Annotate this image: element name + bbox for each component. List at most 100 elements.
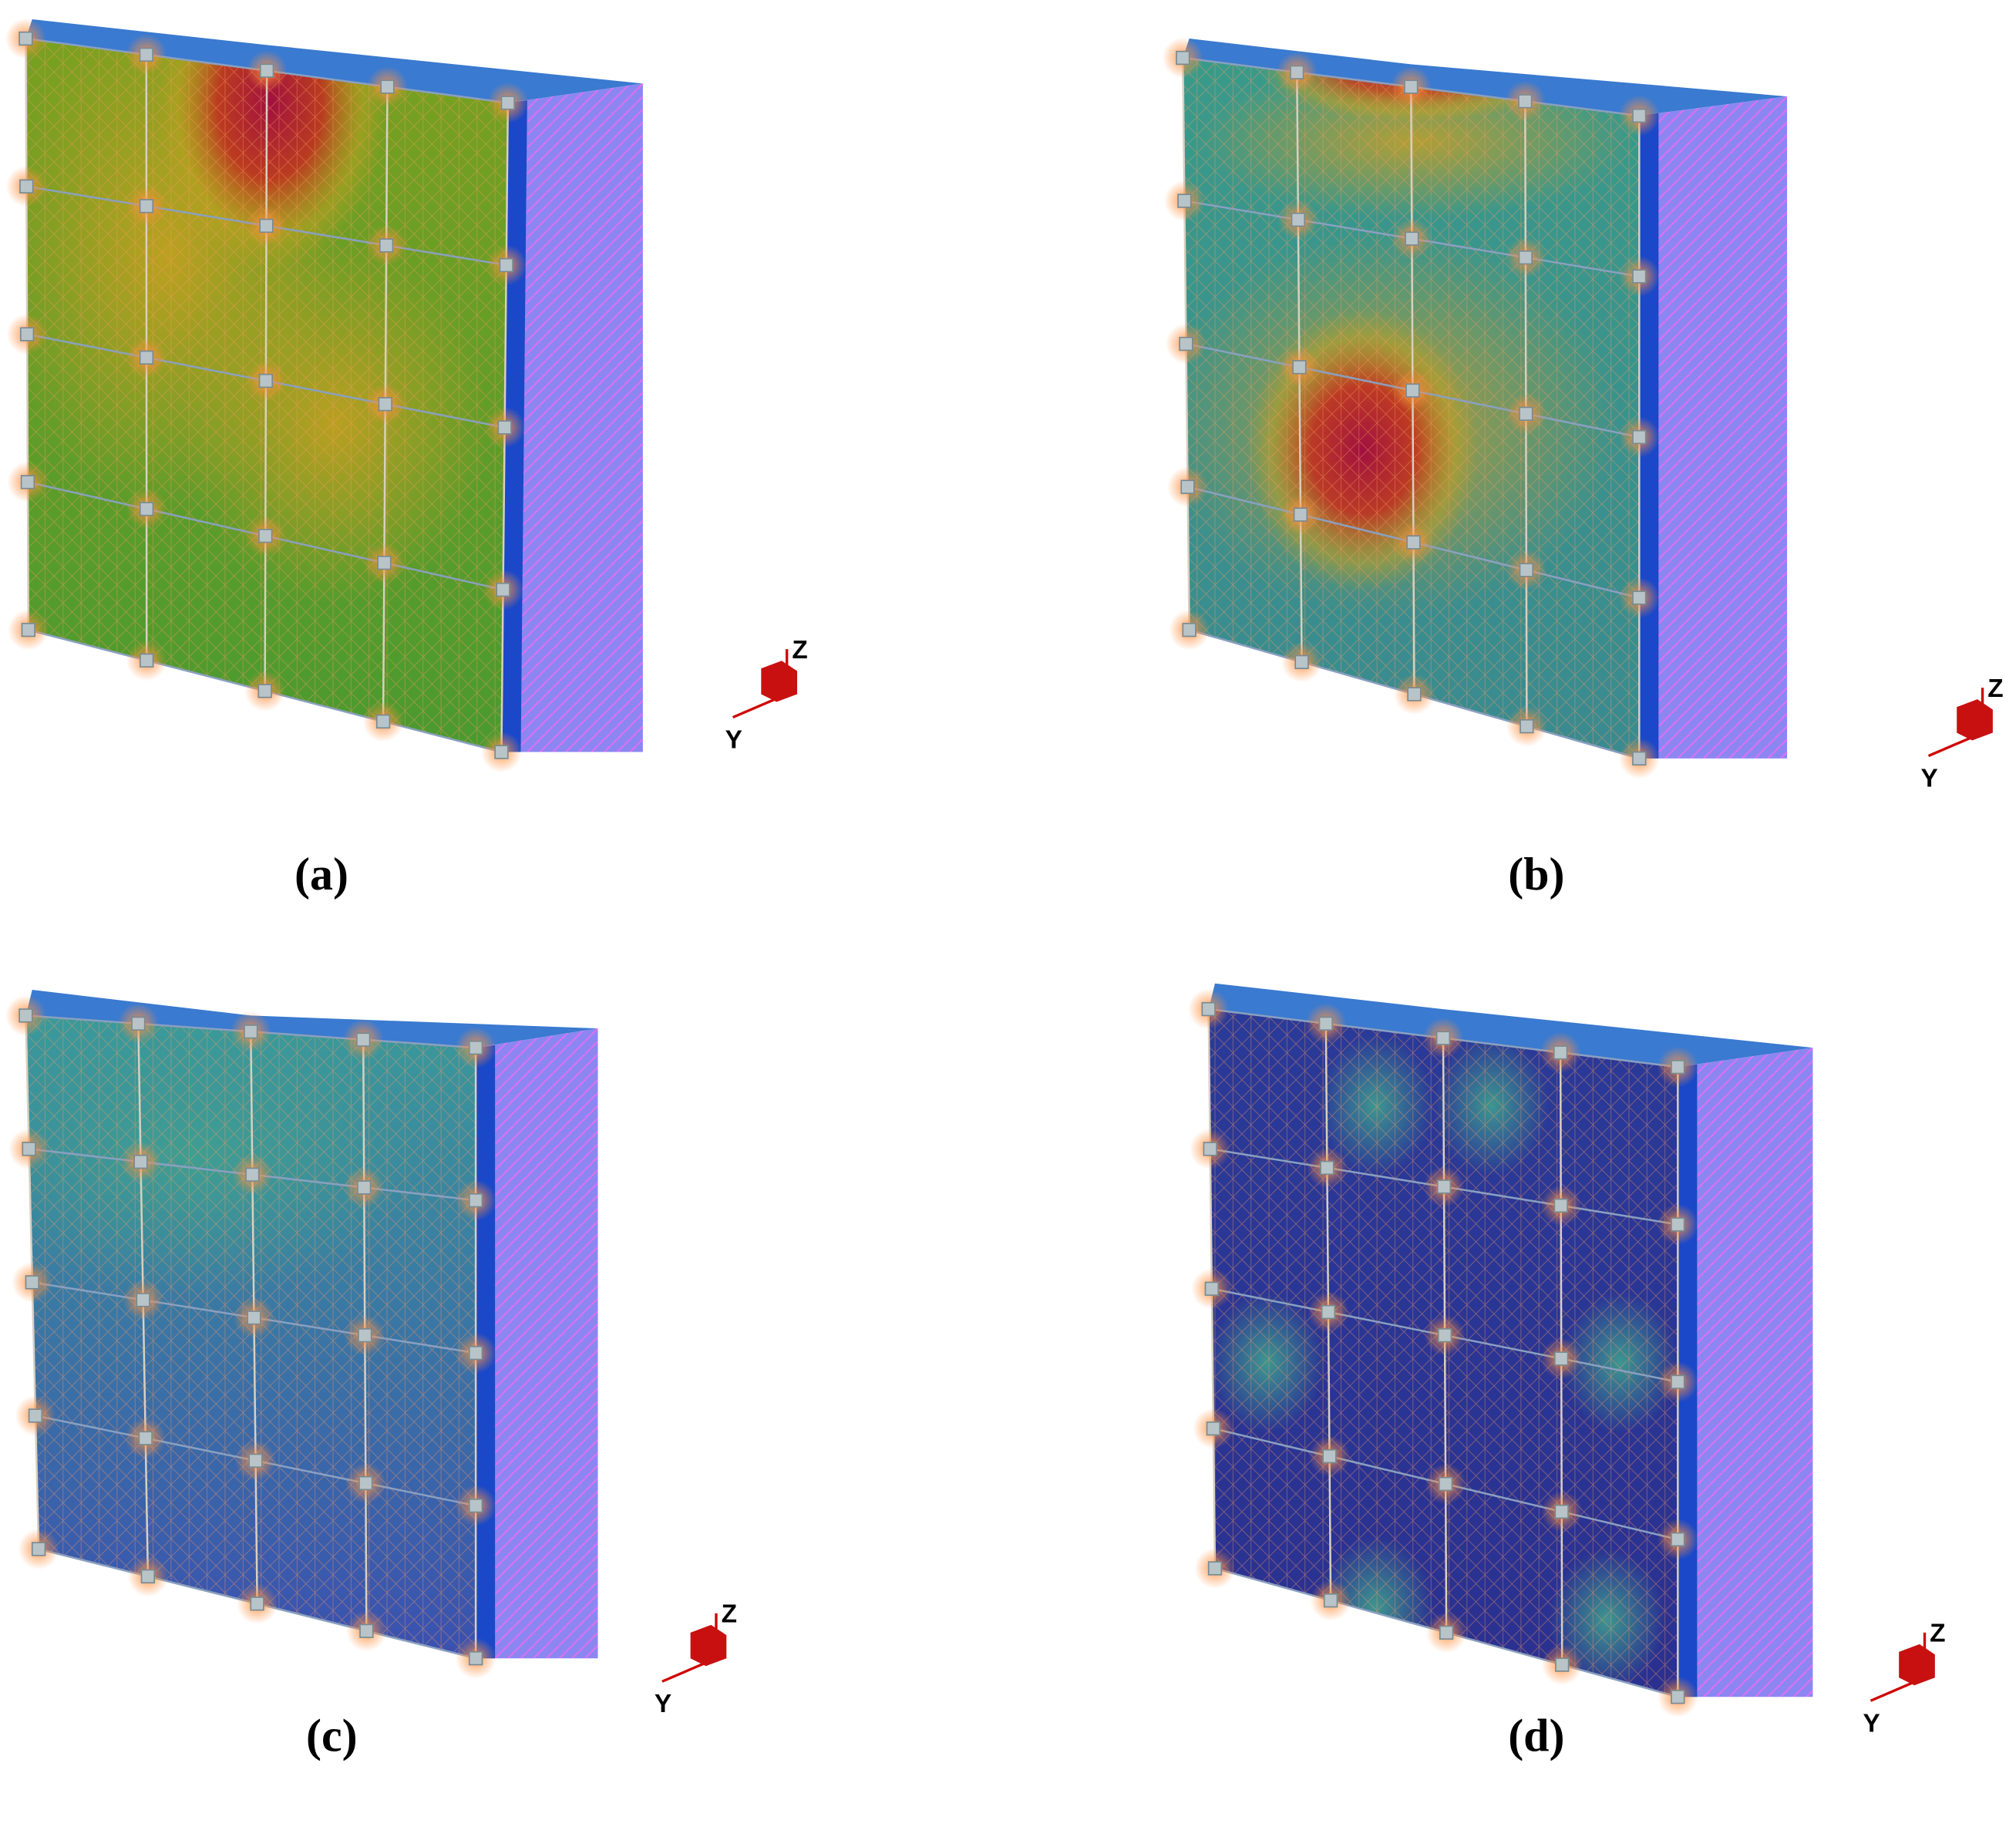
node [497,420,512,435]
node [494,745,509,759]
node [140,1569,156,1584]
node [21,622,35,638]
node [138,1431,153,1445]
node [1204,1281,1219,1296]
axis-label: Z [1987,675,2003,703]
node [1407,687,1422,701]
axis-label: Z [1930,1620,1945,1648]
node [1320,1160,1334,1176]
node [1671,1217,1685,1232]
node [500,96,515,110]
node [19,327,35,341]
node [19,179,34,193]
node [1439,1625,1454,1640]
node [1518,94,1533,109]
node [379,238,394,253]
node [245,1167,260,1182]
node [1318,1016,1333,1031]
node [1671,1059,1685,1075]
node [259,63,274,78]
node [244,1024,258,1039]
top-face [25,990,598,1048]
node [1554,1504,1569,1519]
node [1177,193,1192,208]
side-face [1639,96,1788,759]
node [258,373,274,389]
node [1182,622,1196,638]
node [499,257,513,273]
node [1437,1328,1452,1343]
node [139,47,153,62]
axis-cube [1899,1644,1935,1686]
node [247,1310,261,1325]
node [22,1142,36,1156]
node [357,1180,372,1195]
side-face [1678,1048,1813,1697]
axis-label: Y [725,726,742,755]
node [1436,1179,1452,1194]
node [1290,65,1304,79]
node [468,1040,483,1055]
node [20,475,35,490]
node [356,1032,371,1047]
side-face [476,1028,598,1659]
node [1294,654,1309,669]
node [259,218,274,234]
axis-cube [690,1624,727,1667]
node [1519,563,1534,577]
node [1519,406,1533,421]
node [133,1154,148,1169]
node [380,79,395,94]
node [1553,1198,1568,1213]
axis-label: Y [1920,765,1937,793]
node [19,1008,33,1023]
node [359,1623,374,1638]
node [1632,751,1647,766]
node [1438,1476,1453,1492]
node [257,684,272,698]
node [1203,1142,1217,1156]
node [31,1542,46,1556]
node [19,31,33,46]
node [1405,383,1420,398]
panel-label: (d) [1508,1710,1564,1761]
axis-cube [761,661,798,702]
node [378,397,392,412]
node [375,714,391,729]
top-face [1208,983,1813,1068]
node [358,1328,372,1343]
node [139,350,154,365]
node [358,1475,373,1491]
node [1632,429,1647,445]
node [140,653,154,668]
node [1671,1532,1685,1547]
node [1671,1690,1685,1704]
node [1321,1304,1336,1320]
node [496,582,510,597]
node [1406,535,1421,550]
axis-label: Y [655,1690,671,1718]
mode-shape-panel: Z Y (a) [5,18,808,900]
mode-shape-panel: Z Y (d) [1187,983,1946,1761]
top-face [25,19,643,103]
node [1176,50,1190,66]
node [1404,79,1419,94]
axis-label: Y [1863,1709,1880,1738]
node [1293,507,1308,522]
node [1435,1031,1451,1045]
axis-label: Z [792,636,807,664]
node [1554,1351,1569,1366]
axis-cube [1957,699,1993,741]
node [1206,1421,1221,1436]
node [1207,1561,1223,1576]
node [1632,590,1647,605]
node [28,1408,43,1423]
panel-label: (a) [294,849,348,900]
node [1201,1001,1216,1017]
node [468,1651,483,1666]
node [1323,1593,1338,1608]
node [1322,1448,1337,1464]
node [1179,336,1193,352]
node [468,1499,483,1513]
